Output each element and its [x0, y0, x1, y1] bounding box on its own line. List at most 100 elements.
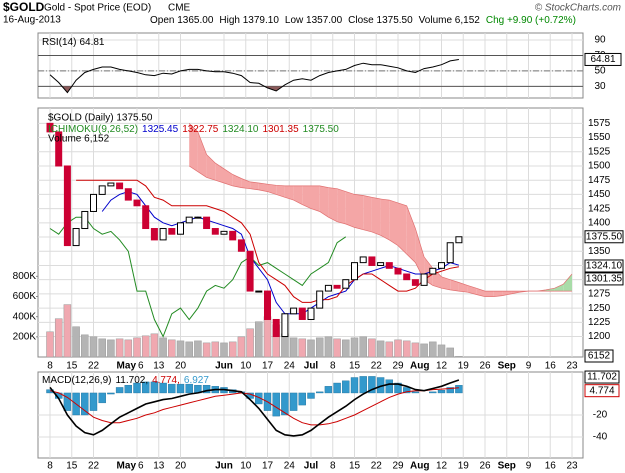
value-label: 4.774	[589, 385, 614, 396]
price-box	[584, 230, 624, 244]
volume-bar	[72, 326, 80, 358]
cloud-segment	[276, 185, 285, 198]
x-tick-label: 9	[526, 461, 532, 472]
legend-part: 1375.50	[303, 124, 340, 135]
candle-body	[377, 262, 385, 266]
legend-value: 64.81	[79, 37, 104, 48]
x-tick-label: Jun	[215, 361, 233, 372]
candle-body	[324, 284, 332, 292]
y-tick-label: 1400	[588, 217, 611, 228]
volume-bar	[411, 342, 420, 358]
histogram-bar	[394, 382, 402, 394]
chikou-line	[49, 216, 347, 338]
y-tick-label: 1425	[588, 203, 611, 214]
y-tick-label: -40	[593, 432, 608, 443]
cloud-segment	[554, 284, 564, 292]
y-tick-label: 1250	[588, 303, 611, 314]
quote-item: High 1379.10	[219, 15, 279, 26]
x-tick-label: 6	[138, 461, 144, 472]
volume-bar	[437, 344, 446, 358]
candle-body	[298, 307, 306, 320]
candle-body	[237, 239, 245, 252]
volume-bar	[376, 340, 385, 358]
x-tick-label: 20	[175, 361, 187, 372]
cloud-segment	[406, 205, 416, 263]
candle-body	[63, 165, 71, 247]
cloud-segment	[380, 198, 390, 240]
x-tick-label: 8	[47, 361, 53, 372]
histogram-bar	[403, 387, 411, 394]
x-tick-label: 22	[88, 461, 100, 472]
histogram-bar	[307, 392, 315, 399]
candle-body	[403, 273, 411, 281]
cloud-segment	[371, 197, 381, 236]
volume-box	[584, 349, 614, 363]
candle-body	[124, 188, 132, 201]
x-tick-label: 6	[138, 361, 144, 372]
cloud-segment	[398, 202, 407, 255]
volume-label: 6152	[588, 351, 611, 362]
histogram-bar	[289, 392, 298, 411]
x-tick-label: 15	[349, 361, 361, 372]
volume-bar	[46, 331, 54, 358]
candle-body	[411, 279, 419, 286]
cloud-segment	[493, 291, 503, 297]
x-tick-label: 13	[153, 461, 165, 472]
x-tick-label: May	[117, 361, 137, 372]
histogram-bar	[316, 391, 324, 394]
y-tick-label: 90	[594, 35, 606, 46]
rsi-line	[49, 59, 459, 94]
cloud-segment	[197, 131, 207, 178]
y-tick-label: 1200	[588, 331, 611, 342]
volume-bar	[246, 328, 254, 358]
y-tick-label: 1275	[588, 289, 611, 300]
candle-body	[351, 262, 358, 281]
x-tick-label: Aug	[410, 361, 429, 372]
cloud-segment	[363, 195, 372, 232]
y-tick-label: 1575	[588, 118, 611, 129]
volume-bar	[385, 341, 394, 358]
candle-body	[359, 256, 367, 264]
x-tick-label: 22	[371, 361, 383, 372]
x-tick-label: 12	[436, 461, 448, 472]
cloud-edge	[188, 123, 572, 292]
candle-body	[246, 250, 254, 292]
volume-bar	[81, 334, 89, 358]
legend: RSI(14) 64.81	[42, 37, 105, 48]
volume-bar	[420, 343, 428, 358]
histogram-bar	[342, 380, 350, 394]
quote: Open 1365.00 High 1379.10 Low 1357.00 Close…	[150, 15, 576, 26]
candle-body	[211, 228, 219, 235]
x-tick-label: 13	[153, 361, 165, 372]
legend-part: 1322.75	[182, 124, 219, 135]
x-tick-label: Jul	[304, 361, 319, 372]
histogram-bar	[159, 382, 167, 394]
volume-bar	[402, 340, 411, 358]
histogram-bar	[89, 392, 98, 411]
volume-bar	[220, 342, 228, 358]
quote-item: Open 1365.00	[150, 15, 214, 26]
cloud-segment	[389, 200, 398, 246]
x-tick-label: 10	[240, 461, 252, 472]
histogram-bar	[298, 392, 306, 406]
volume-bar	[63, 304, 72, 358]
cloud-segment	[337, 188, 346, 224]
y-tick-label: 30	[594, 81, 606, 92]
candle-body	[159, 228, 167, 241]
candle-body	[438, 262, 445, 269]
volume-bar	[237, 336, 246, 358]
x-tick-label: 23	[566, 361, 578, 372]
candle-body	[455, 236, 463, 244]
candle-body	[203, 216, 211, 230]
candle-body	[220, 230, 228, 235]
cloud-segment	[241, 178, 251, 189]
histogram-bar	[324, 386, 333, 394]
x-tick-label: 9	[526, 361, 532, 372]
volume-bar	[185, 341, 193, 358]
histogram-bar	[455, 385, 463, 394]
x-tick-label: 10	[240, 361, 252, 372]
histogram-bar	[385, 379, 393, 394]
candle-body	[429, 267, 437, 275]
candle-body	[55, 131, 63, 167]
